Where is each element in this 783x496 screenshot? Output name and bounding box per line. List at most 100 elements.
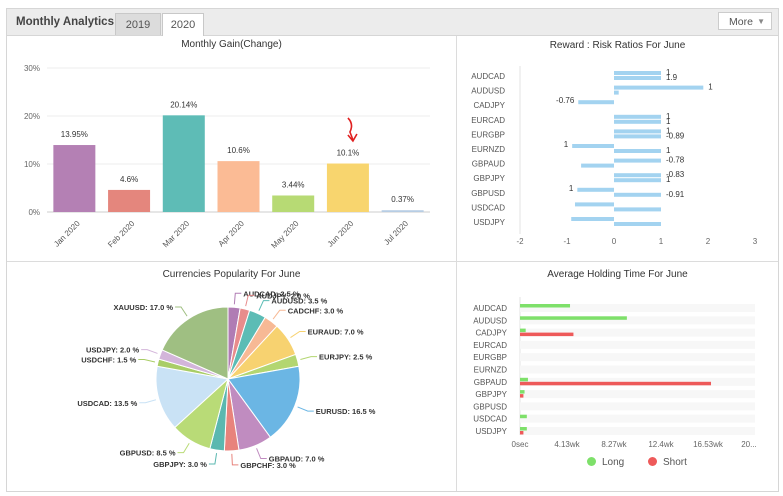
- annotation-arrow-icon: [347, 117, 354, 141]
- ratio-label: 1: [569, 184, 574, 193]
- slice-connector: [233, 292, 242, 305]
- ratio-label: 1: [666, 146, 671, 155]
- tab-2019[interactable]: 2019: [115, 13, 161, 35]
- slice-connector: [231, 453, 239, 466]
- slice-connector: [208, 453, 218, 465]
- x-tick-label: 1: [659, 237, 664, 246]
- category-label: EURNZD: [474, 366, 508, 375]
- category-label: USDCAD: [471, 203, 505, 212]
- slice-connector: [138, 358, 156, 363]
- bar: [162, 115, 205, 212]
- row-track: [520, 316, 755, 325]
- horizontal-divider: [7, 261, 778, 262]
- slice-connector: [256, 448, 267, 460]
- long-bar: [520, 390, 525, 394]
- annotation-arrowhead-icon: [347, 133, 358, 143]
- ratio-label: 1: [666, 117, 671, 126]
- ratio-label: 1: [564, 140, 569, 149]
- ratio-bar: [578, 100, 614, 105]
- data-label: 10.6%: [227, 146, 250, 155]
- long-dot-icon: [587, 457, 596, 466]
- slice-label: XAUUSD: 17.0 %: [113, 303, 173, 312]
- category-label: USDJPY: [475, 427, 507, 436]
- data-label: 20.14%: [170, 100, 197, 109]
- x-tick-label: May 2020: [269, 219, 301, 251]
- pie-slice: [161, 306, 229, 380]
- ratio-bar: [614, 76, 661, 80]
- ratio-bar: [614, 207, 661, 212]
- ratio-bar: [614, 173, 661, 178]
- category-label: EURCAD: [473, 341, 507, 350]
- bar: [53, 145, 96, 212]
- category-label: USDJPY: [473, 218, 505, 227]
- x-tick-label: Jul 2020: [382, 219, 410, 247]
- ratio-bar: [614, 178, 661, 183]
- legend-short-label: Short: [663, 457, 687, 468]
- category-label: EURGBP: [473, 353, 507, 362]
- ratio-label: 1: [666, 126, 671, 135]
- slice-connector: [245, 294, 255, 307]
- data-label: 0.37%: [391, 195, 414, 204]
- row-track: [520, 390, 755, 399]
- legend-long[interactable]: Long: [587, 457, 624, 468]
- x-tick-label: Jun 2020: [326, 219, 356, 249]
- holding-time-chart: AUDCAD AUDUSD CADJPY EURCAD EURGBP EURNZD GBPA…: [473, 297, 757, 449]
- x-tick-label: 8.27wk: [601, 440, 627, 449]
- long-bar: [520, 316, 627, 320]
- x-tick-label: 0sec: [512, 440, 529, 449]
- holding-time-title: Average Holding Time For June: [547, 269, 688, 280]
- slice-connector: [177, 442, 190, 454]
- category-label: CADJPY: [473, 101, 505, 110]
- row-track: [520, 402, 755, 411]
- more-label: More: [729, 16, 753, 28]
- slice-label: USDJPY: 2.0 %: [86, 346, 140, 355]
- bar: [217, 161, 260, 212]
- y-tick-label: 20%: [24, 112, 40, 121]
- slice-label: GBPUSD: 8.5 %: [120, 449, 176, 458]
- ratio-label: -0.83: [666, 170, 685, 179]
- ratio-bar: [614, 134, 661, 139]
- long-bar: [520, 427, 527, 431]
- more-dropdown[interactable]: More ▼: [718, 12, 772, 30]
- row-track: [520, 365, 755, 374]
- slice-connector: [141, 349, 158, 354]
- ratio-bar: [572, 144, 614, 148]
- ratio-bar: [574, 202, 614, 207]
- legend-short[interactable]: Short: [648, 457, 687, 468]
- slice-connector: [290, 330, 306, 338]
- slice-label: EURJPY: 2.5 %: [319, 353, 373, 362]
- currencies-title: Currencies Popularity For June: [162, 269, 301, 280]
- slice-label: USDCAD: 13.5 %: [77, 399, 137, 408]
- x-tick-label: 2: [706, 237, 711, 246]
- legend-long-label: Long: [602, 457, 625, 468]
- ratio-bar: [571, 217, 614, 221]
- slice-label: AUDJPY: 2.0 %: [256, 291, 310, 300]
- category-label: GBPJPY: [475, 390, 507, 399]
- row-track: [520, 427, 755, 435]
- tab-2020[interactable]: 2020: [162, 13, 204, 36]
- monthly-analytics-widget: Monthly Analytics 2019 2020 More ▼ Month…: [6, 8, 779, 492]
- x-tick-label: -1: [563, 237, 571, 246]
- short-bar: [520, 381, 712, 386]
- long-bar: [520, 414, 527, 419]
- short-bar: [520, 431, 524, 435]
- ratio-label: 1.9: [666, 73, 678, 82]
- data-label: 4.6%: [120, 175, 138, 184]
- short-bar: [520, 394, 524, 398]
- long-bar: [520, 328, 526, 333]
- slice-connector: [139, 399, 157, 404]
- bar: [108, 189, 151, 212]
- ratio-bar: [614, 71, 661, 75]
- slice-label: USDCHF: 1.5 %: [81, 355, 136, 364]
- x-tick-label: 12.4wk: [648, 440, 674, 449]
- slice-label: EURAUD: 7.0 %: [308, 327, 364, 336]
- short-bar: [520, 332, 574, 337]
- x-tick-label: Feb 2020: [106, 219, 137, 250]
- x-tick-label: Apr 2020: [217, 219, 247, 249]
- row-track: [520, 377, 755, 386]
- vertical-divider: [456, 36, 457, 491]
- x-tick-label: -2: [516, 237, 524, 246]
- category-label: EURCAD: [471, 116, 505, 125]
- x-tick-label: 4.13wk: [554, 440, 580, 449]
- slice-connector: [258, 300, 270, 311]
